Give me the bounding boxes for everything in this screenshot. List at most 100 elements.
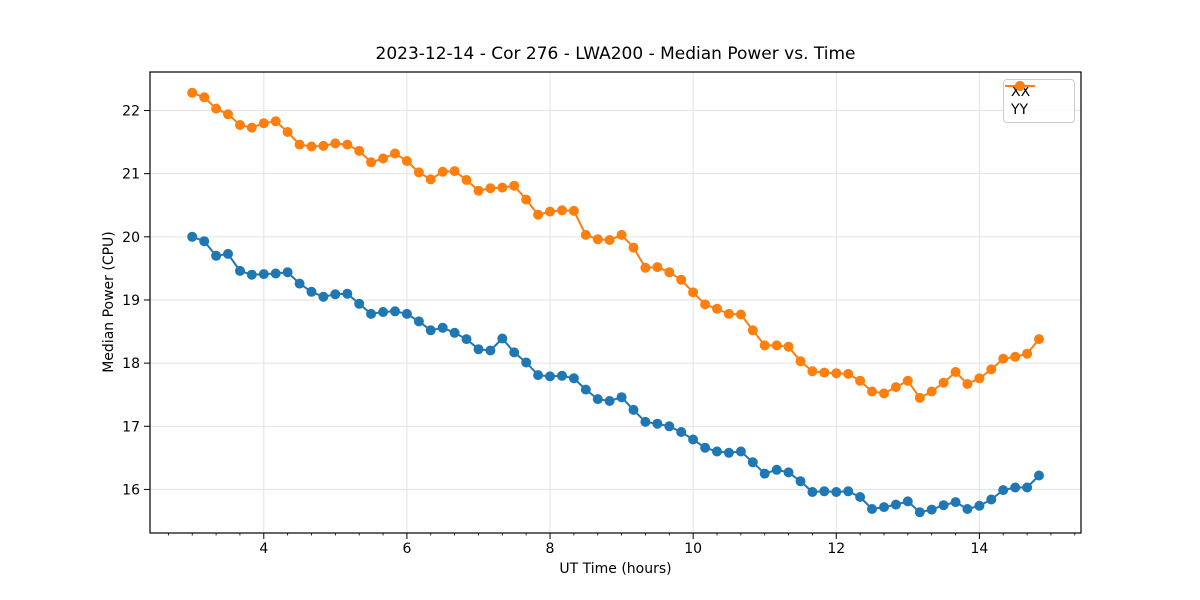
series-XX-marker — [425, 325, 436, 336]
series-YY-marker — [890, 382, 901, 393]
series-XX-marker — [998, 485, 1009, 496]
series-XX-marker — [473, 344, 484, 355]
series-YY-marker — [902, 375, 913, 386]
series-YY-marker — [950, 367, 961, 377]
series-XX-marker — [568, 373, 579, 384]
series-XX-marker — [795, 476, 806, 487]
series-YY-marker — [879, 388, 889, 399]
series-XX-marker — [735, 446, 746, 457]
series-YY-marker — [604, 235, 615, 245]
series-XX-marker — [258, 269, 269, 280]
series-XX-marker — [783, 467, 794, 478]
x-tick-label-12: 12 — [827, 541, 845, 557]
series-YY-marker — [580, 229, 591, 240]
series-YY-marker — [700, 299, 711, 310]
series-YY-marker — [855, 375, 866, 386]
series-YY-marker — [1034, 334, 1044, 345]
legend-item-yy: YY — [1005, 81, 1067, 119]
series-XX-marker — [771, 464, 782, 475]
series-YY-marker — [998, 353, 1009, 364]
series-XX-marker — [926, 504, 937, 515]
series-YY-marker — [831, 368, 842, 379]
series-XX-marker — [652, 418, 663, 429]
legend-marker-yy-icon — [1005, 81, 1035, 91]
series-XX-marker — [521, 357, 532, 368]
series-YY-marker — [652, 262, 663, 273]
series-YY-marker — [974, 373, 985, 384]
series-XX-marker — [819, 486, 830, 497]
series-XX-marker — [533, 370, 544, 381]
series-XX-marker — [378, 307, 389, 317]
series-YY-marker — [1022, 348, 1033, 359]
series-YY-marker — [294, 139, 305, 150]
series-YY-marker — [986, 364, 997, 375]
series-YY-marker — [401, 156, 412, 166]
series-YY-marker — [235, 120, 245, 130]
legend: XX YY — [1003, 79, 1075, 123]
series-YY-line — [191, 91, 1040, 399]
y-axis-label: Median Power (CPU) — [101, 231, 117, 373]
x-tick-label-8: 8 — [546, 541, 555, 557]
series-XX-marker — [401, 308, 412, 319]
series-XX-marker — [640, 416, 651, 427]
x-tick-label-6: 6 — [402, 541, 411, 557]
series-XX-line — [191, 235, 1040, 514]
series-XX-marker — [390, 306, 400, 317]
series-XX-marker — [354, 298, 365, 309]
x-tick-label-4: 4 — [259, 541, 268, 557]
y-tick-label-17: 17 — [122, 419, 140, 435]
y-tick-label-16: 16 — [122, 482, 140, 498]
series-XX-marker — [879, 502, 889, 513]
series-YY-marker — [342, 139, 353, 150]
series-YY-marker — [187, 87, 198, 98]
series-XX-marker — [580, 384, 591, 395]
series-XX-marker — [712, 446, 722, 457]
series-YY-marker — [783, 341, 794, 352]
chart-title: 2023-12-14 - Cor 276 - LWA200 - Median P… — [375, 44, 856, 64]
series-XX-marker — [342, 288, 353, 299]
series-YY-marker — [497, 182, 508, 193]
series-XX-marker — [700, 442, 711, 453]
series-YY-marker — [413, 167, 424, 178]
series-XX-marker — [485, 345, 496, 356]
y-tick-label-20: 20 — [122, 230, 140, 246]
series-XX-marker — [616, 392, 627, 403]
series-XX-marker — [664, 421, 675, 432]
series-YY-marker — [306, 141, 317, 152]
series-XX-marker — [235, 265, 245, 276]
series-XX-marker — [890, 499, 901, 510]
series-XX-marker — [282, 267, 293, 278]
series-YY-marker — [676, 274, 687, 285]
series-XX-marker — [211, 250, 222, 261]
series-XX-marker — [592, 394, 603, 405]
series-XX-marker — [223, 248, 233, 259]
series-YY-marker — [366, 157, 377, 168]
series-YY-marker — [628, 242, 639, 253]
series-XX-marker — [974, 500, 985, 511]
series-YY-marker — [223, 109, 233, 120]
series-YY-marker — [473, 185, 484, 196]
series-YY-marker — [640, 262, 651, 273]
series-YY-marker — [545, 206, 555, 217]
y-tick-label-22: 22 — [122, 104, 140, 120]
y-tick-label-18: 18 — [122, 356, 140, 372]
series-XX-marker — [199, 236, 210, 247]
series-XX-marker — [1022, 482, 1033, 493]
series-YY-marker — [437, 166, 448, 177]
series-XX-marker — [676, 427, 687, 437]
plot-frame — [149, 71, 1082, 534]
series-XX-marker — [843, 486, 854, 497]
x-tick-label-10: 10 — [684, 541, 702, 557]
series-XX-marker — [747, 457, 758, 468]
series-YY-marker — [819, 367, 830, 378]
series-YY-marker — [759, 340, 770, 351]
series-YY-marker — [616, 229, 627, 240]
series-YY-marker — [211, 103, 222, 114]
series-XX-marker — [306, 286, 317, 297]
legend-label-yy: YY — [1011, 102, 1029, 118]
series-XX-marker — [270, 268, 281, 279]
y-tick-label-21: 21 — [122, 167, 140, 183]
series-YY-marker — [664, 267, 675, 278]
series-XX-marker — [867, 504, 877, 514]
